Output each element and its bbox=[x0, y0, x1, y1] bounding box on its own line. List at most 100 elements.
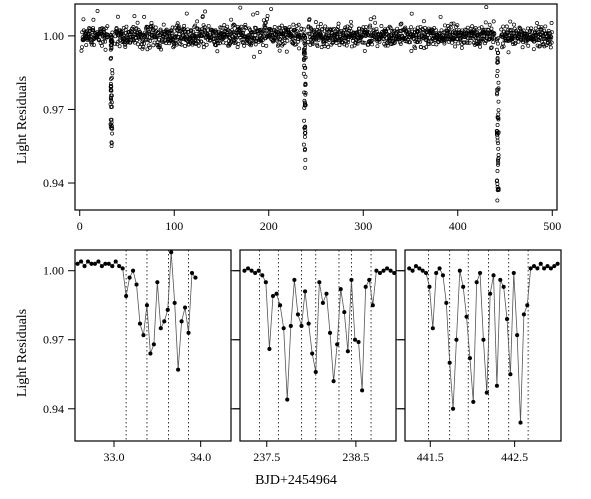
data-point bbox=[344, 43, 349, 48]
eclipse-point bbox=[495, 138, 500, 143]
data-point bbox=[320, 27, 325, 31]
data-point bbox=[535, 266, 540, 271]
data-point bbox=[349, 23, 354, 28]
data-point bbox=[398, 22, 403, 27]
data-point bbox=[384, 266, 390, 271]
data-point bbox=[257, 50, 262, 54]
eclipse-point bbox=[495, 181, 500, 186]
eclipse-point bbox=[495, 168, 500, 173]
data-point bbox=[251, 12, 256, 17]
data-point bbox=[141, 333, 146, 338]
data-point bbox=[264, 43, 269, 48]
data-point bbox=[458, 36, 462, 41]
data-point bbox=[501, 24, 506, 29]
data-point bbox=[132, 40, 137, 45]
data-point bbox=[135, 20, 140, 25]
data-point bbox=[299, 323, 304, 329]
data-point bbox=[515, 333, 520, 338]
eclipse-point bbox=[302, 134, 307, 139]
data-point bbox=[137, 321, 143, 326]
data-point bbox=[484, 390, 489, 395]
data-point bbox=[489, 26, 494, 31]
data-point bbox=[294, 23, 299, 28]
y-tick-label: 0.94 bbox=[43, 402, 64, 416]
data-point bbox=[504, 316, 510, 322]
data-point bbox=[363, 284, 368, 289]
y-tick-label: 0.97 bbox=[43, 333, 64, 347]
data-point bbox=[280, 39, 285, 44]
data-point bbox=[120, 266, 125, 271]
data-point bbox=[549, 21, 554, 25]
eclipse-point bbox=[110, 126, 115, 131]
data-point bbox=[183, 44, 187, 49]
eclipse-point bbox=[494, 47, 499, 52]
data-point bbox=[420, 268, 425, 273]
data-point bbox=[263, 20, 268, 25]
data-point bbox=[282, 41, 287, 46]
eclipse-point bbox=[303, 124, 308, 129]
data-point bbox=[181, 33, 186, 38]
data-point bbox=[182, 305, 188, 310]
data-point bbox=[241, 30, 245, 35]
data-point bbox=[367, 277, 372, 283]
eclipse-point bbox=[302, 118, 307, 123]
data-point bbox=[182, 23, 187, 28]
data-point bbox=[501, 284, 506, 289]
data-point bbox=[306, 321, 311, 326]
eclipse-point bbox=[496, 153, 501, 157]
data-point bbox=[511, 270, 516, 276]
data-point bbox=[491, 19, 496, 24]
eclipse-point bbox=[302, 90, 307, 95]
data-point bbox=[189, 270, 195, 276]
data-point bbox=[434, 28, 438, 33]
data-point bbox=[284, 49, 289, 54]
data-point bbox=[92, 42, 96, 47]
data-point bbox=[89, 42, 94, 47]
eclipse-point bbox=[303, 83, 308, 87]
eclipse-point bbox=[495, 51, 500, 56]
data-point bbox=[409, 25, 414, 30]
data-point bbox=[453, 44, 458, 49]
data-point bbox=[260, 273, 265, 278]
data-point bbox=[344, 33, 348, 38]
data-point bbox=[472, 42, 477, 47]
data-point bbox=[101, 39, 105, 44]
data-point bbox=[285, 397, 290, 402]
data-point bbox=[122, 40, 127, 45]
data-point bbox=[370, 42, 374, 47]
eclipse-point bbox=[496, 146, 501, 151]
data-point bbox=[403, 25, 408, 30]
y-tick-label: 0.97 bbox=[43, 102, 64, 116]
data-point bbox=[425, 35, 430, 40]
data-point bbox=[539, 27, 544, 32]
data-point bbox=[487, 22, 492, 27]
data-point bbox=[174, 41, 179, 45]
data-point bbox=[512, 22, 516, 27]
data-point bbox=[418, 39, 423, 44]
data-point bbox=[278, 303, 283, 308]
eclipse-point bbox=[109, 144, 114, 148]
eclipse-point bbox=[109, 75, 114, 80]
data-point bbox=[224, 41, 229, 46]
data-point bbox=[316, 37, 321, 42]
data-point bbox=[546, 41, 550, 46]
data-point bbox=[219, 32, 224, 37]
eclipse-point bbox=[303, 147, 308, 152]
data-point bbox=[196, 39, 201, 44]
data-point bbox=[130, 268, 136, 273]
data-point bbox=[450, 40, 455, 45]
data-point bbox=[255, 11, 260, 15]
data-point bbox=[447, 360, 452, 365]
data-point bbox=[250, 30, 255, 35]
eclipse-point bbox=[303, 157, 308, 162]
data-point bbox=[148, 351, 153, 356]
data-point bbox=[113, 259, 118, 264]
eclipse-point bbox=[496, 108, 501, 113]
data-point bbox=[131, 25, 136, 29]
data-point bbox=[279, 23, 284, 28]
data-point bbox=[173, 38, 178, 43]
data-point bbox=[199, 39, 204, 44]
data-point bbox=[423, 270, 429, 276]
data-point bbox=[386, 38, 391, 43]
data-point bbox=[310, 351, 315, 356]
